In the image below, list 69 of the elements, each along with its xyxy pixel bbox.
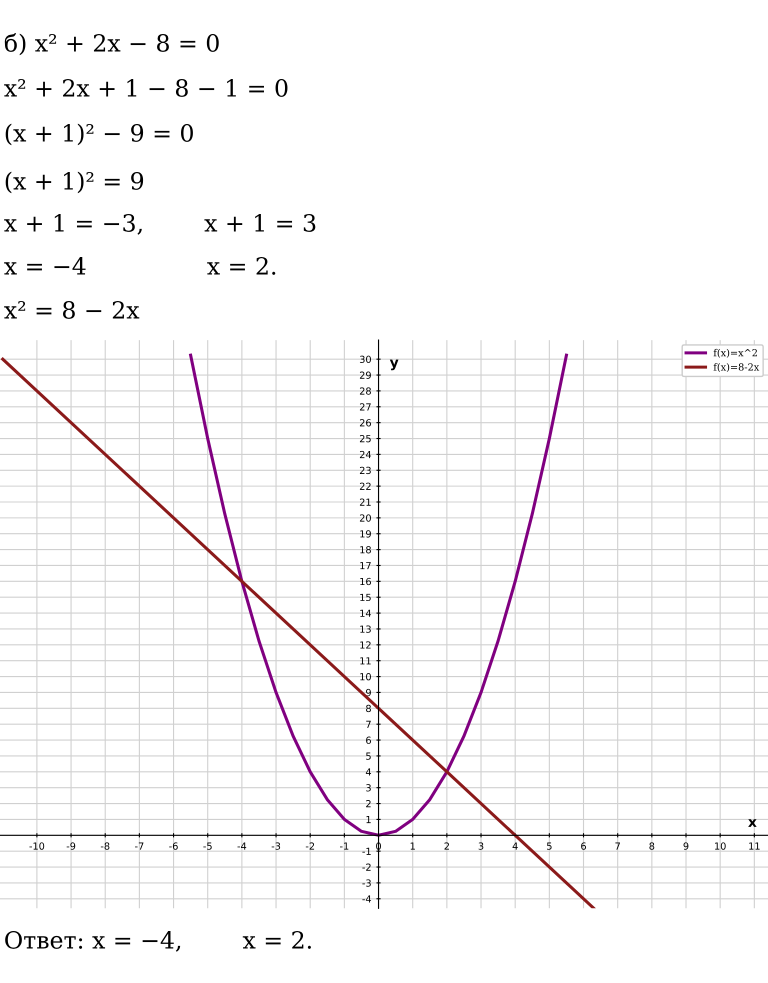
y-tick-label: 19 xyxy=(360,530,371,538)
y-tick-label: 18 xyxy=(360,546,371,554)
y-tick-label: -1 xyxy=(362,848,371,855)
y-tick-label: 2 xyxy=(366,800,371,808)
y-axis-title: y xyxy=(390,360,398,370)
legend-label: f(x)=8-2x xyxy=(714,363,760,372)
legend-label: f(x)=x^2 xyxy=(714,348,757,358)
x-tick-label: -10 xyxy=(29,842,44,850)
x-tick-label: 6 xyxy=(581,842,586,850)
y-tick-label: 11 xyxy=(360,657,371,664)
x-tick-label: 7 xyxy=(615,842,620,850)
y-tick-label: 12 xyxy=(360,641,371,649)
y-tick-label: 22 xyxy=(360,482,371,490)
x-tick-label: 3 xyxy=(478,842,484,850)
x-tick-label: -6 xyxy=(169,842,178,850)
y-tick-label: 23 xyxy=(360,466,371,474)
text: (x + 1)² − 9 = 0 xyxy=(6,124,193,146)
x-tick-label: 5 xyxy=(547,842,552,850)
y-tick-label: 15 xyxy=(360,594,371,602)
text: (x + 1)² = 9 xyxy=(6,172,144,194)
x-tick-label: -5 xyxy=(203,842,212,850)
x-tick-label: 4 xyxy=(512,842,518,850)
y-tick-label: 29 xyxy=(360,372,371,379)
x-tick-label: -4 xyxy=(238,842,246,850)
y-tick-label: 1 xyxy=(366,816,371,824)
y-tick-label: 16 xyxy=(360,578,371,586)
line-series xyxy=(1,358,596,908)
y-tick-label: 13 xyxy=(360,625,371,633)
x-tick-label: 1 xyxy=(410,842,415,850)
y-tick-label: 3 xyxy=(366,784,371,792)
x-tick-label: -8 xyxy=(100,842,110,850)
y-tick-label: 14 xyxy=(360,610,372,617)
x-tick-label: -3 xyxy=(272,842,280,850)
text: x = −4 x = 2. xyxy=(4,256,276,275)
y-tick-label: 7 xyxy=(366,720,371,728)
y-tick-label: 27 xyxy=(360,403,371,410)
y-tick-label: 6 xyxy=(366,736,371,744)
y-tick-label: 28 xyxy=(360,387,371,395)
y-tick-label: 17 xyxy=(360,562,371,570)
text: Ответ: x = −4, x = 2. xyxy=(5,930,311,952)
y-tick-label: -4 xyxy=(362,895,372,902)
text: x + 1 = −3, x + 1 = 3 xyxy=(4,214,316,235)
y-tick-label: 21 xyxy=(360,498,371,506)
y-tick-label: 10 xyxy=(360,673,371,680)
x-tick-label: -2 xyxy=(306,842,314,850)
y-tick-label: 5 xyxy=(366,752,371,760)
x-axis-title: x xyxy=(748,819,757,827)
y-tick-label: 8 xyxy=(366,704,371,712)
y-tick-label: 4 xyxy=(366,768,372,776)
x-tick-label: -7 xyxy=(135,842,144,850)
y-tick-label: -2 xyxy=(362,864,371,871)
y-tick-label: 30 xyxy=(360,356,371,363)
y-tick-label: 25 xyxy=(360,434,371,442)
y-tick-label: 9 xyxy=(366,688,371,696)
x-tick-label: 2 xyxy=(444,842,449,850)
x-tick-label: 9 xyxy=(684,842,688,850)
text: x² + 2x + 1 − 8 − 1 = 0 xyxy=(4,78,288,97)
y-tick-label: 20 xyxy=(360,514,371,522)
text: б) x² + 2x − 8 = 0 xyxy=(4,33,219,56)
x-tick-label: -1 xyxy=(340,842,348,850)
x-tick-label: 10 xyxy=(715,842,726,850)
x-tick-label: 8 xyxy=(649,842,654,850)
y-tick-label: -3 xyxy=(362,879,371,887)
x-tick-label: 11 xyxy=(749,842,760,850)
x-tick-label: -9 xyxy=(66,842,76,850)
text: x² = 8 − 2x xyxy=(4,300,140,319)
y-tick-label: 26 xyxy=(360,419,371,426)
line-series xyxy=(189,354,568,837)
y-tick-label: 24 xyxy=(360,450,372,458)
